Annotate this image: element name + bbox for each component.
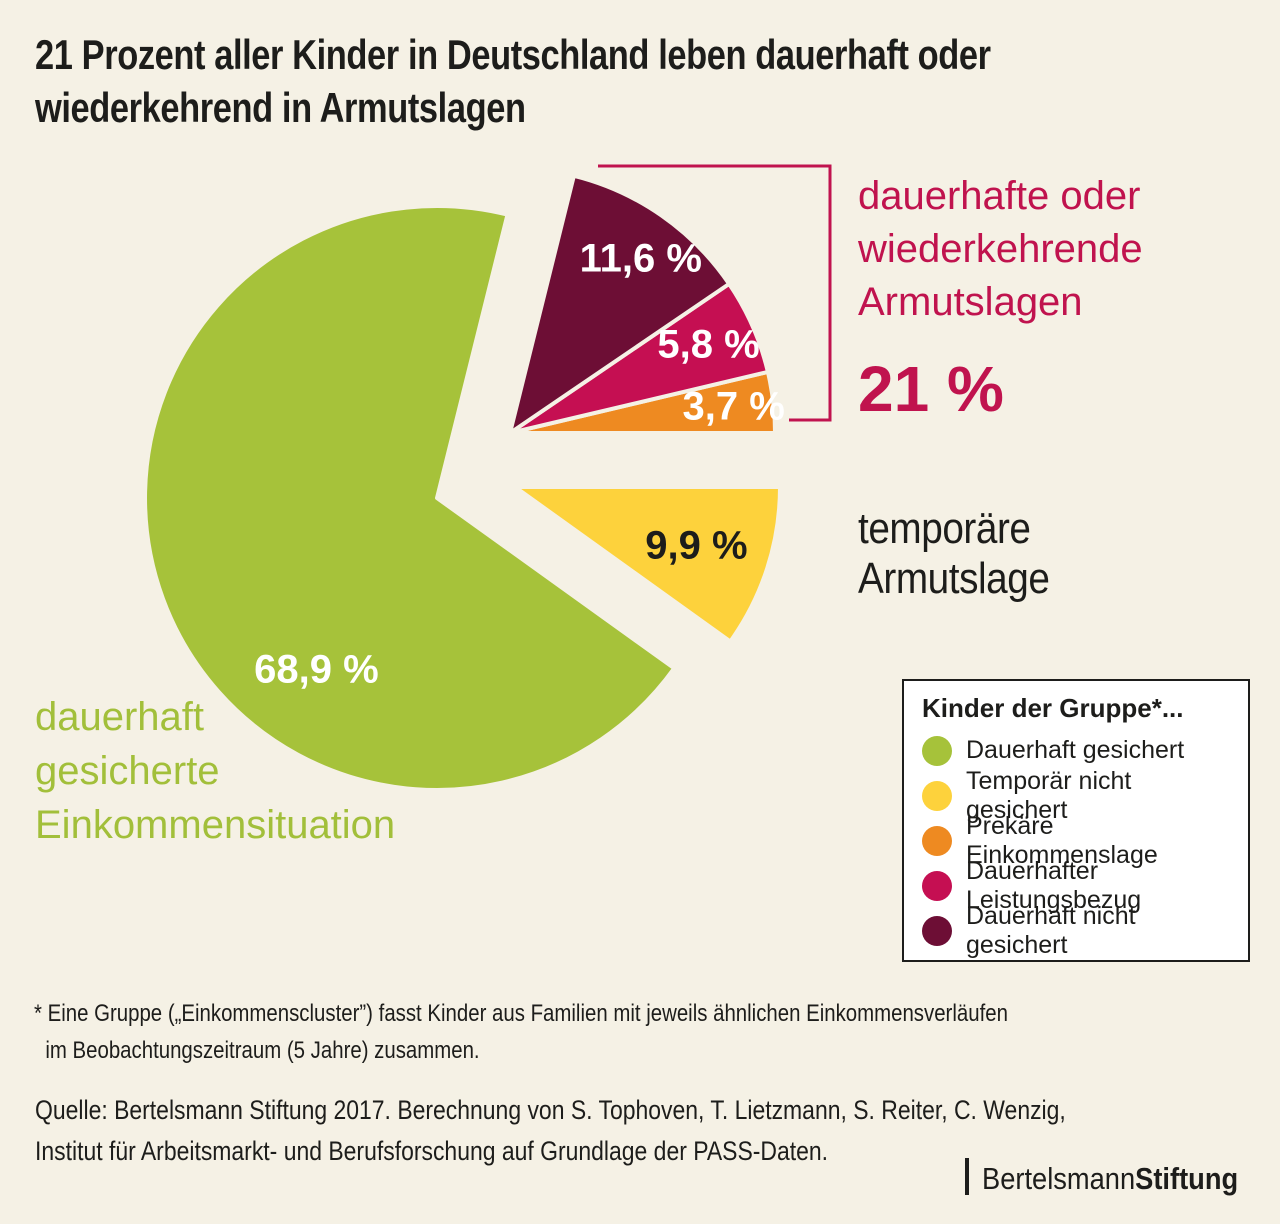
brand-logo: BertelsmannStiftung — [965, 1158, 1273, 1197]
legend-row-1: Temporär nicht gesichert — [922, 767, 1232, 824]
footnote: * Eine Gruppe („Einkommenscluster”) fass… — [34, 1000, 1008, 1064]
poverty-group-total: 21 % — [858, 353, 1004, 425]
legend-item-label: Dauerhafter Leistungsbezug — [966, 856, 1142, 914]
slice-value-label-2: 3,7 % — [682, 384, 785, 429]
slice-value-label-0: 68,9 % — [254, 647, 379, 692]
legend-row-4: Dauerhaft nicht gesichert — [922, 902, 1232, 959]
legend-item-label: Dauerhaft gesichert — [966, 736, 1185, 764]
legend-color-dot-icon — [922, 735, 952, 766]
legend-row-3: Dauerhafter Leistungsbezug — [922, 857, 1232, 914]
pie-slice-dauerhaft-nicht-gesichert — [508, 173, 732, 435]
legend-color-dot-icon — [922, 915, 952, 946]
secure-group-label: dauerhaft gesicherte Einkommensituation — [35, 695, 396, 847]
legend-item-label: Dauerhaft nicht gesichert — [966, 901, 1136, 959]
group-bracket-21-percent — [598, 164, 832, 422]
source: Quelle: Bertelsmann Stiftung 2017. Berec… — [35, 1095, 1066, 1166]
legend-item-label: Prekäre Einkommenslage — [966, 811, 1158, 869]
slice-value-label-3: 5,8 % — [657, 322, 760, 367]
poverty-group-label: dauerhafte oder wiederkehrende Armutslag… — [858, 174, 1143, 324]
legend-row-0: Dauerhaft gesichert — [922, 728, 1232, 773]
legend-rows: Dauerhaft gesichert Temporär nicht gesich… — [922, 728, 1232, 959]
legend-item-label: Temporär nicht gesichert — [966, 766, 1132, 824]
pie-slice-dauerhaft-gesichert — [143, 203, 677, 792]
legend-title: Kinder der Gruppe*... — [922, 693, 1184, 723]
brand-divider-bar — [965, 1158, 969, 1195]
brand-name: BertelsmannStiftung — [982, 1158, 1238, 1197]
slice-value-label-4: 11,6 % — [579, 236, 702, 281]
brand-name-regular: Bertelsmann — [982, 1161, 1136, 1196]
brand-name-bold: Stiftung — [1135, 1161, 1239, 1196]
legend: Kinder der Gruppe*... Dauerhaft gesicher… — [902, 679, 1250, 962]
legend-row-2: Prekäre Einkommenslage — [922, 812, 1232, 869]
temporary-group-label: temporäre Armutslage — [858, 504, 1050, 603]
legend-color-dot-icon — [922, 780, 952, 811]
slice-value-label-1: 9,9 % — [645, 523, 748, 568]
pie-slice-temporär-nicht-gesichert — [513, 485, 782, 644]
chart-title: 21 Prozent aller Kinder in Deutschland l… — [35, 31, 991, 131]
legend-color-dot-icon — [922, 825, 952, 856]
legend-color-dot-icon — [922, 870, 952, 901]
